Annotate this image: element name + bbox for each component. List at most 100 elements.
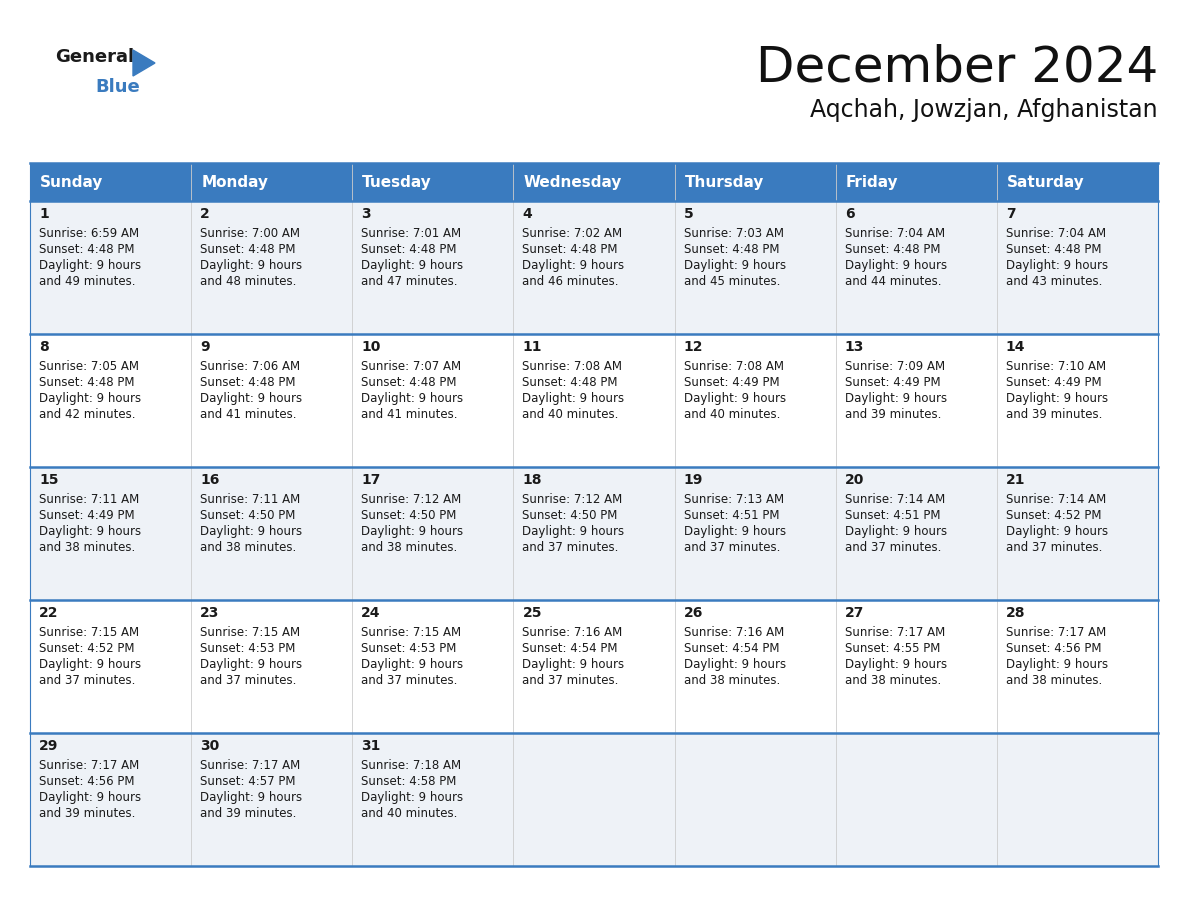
Text: and 37 minutes.: and 37 minutes. bbox=[39, 674, 135, 687]
Bar bbox=[353, 733, 513, 866]
Text: Sunset: 4:53 PM: Sunset: 4:53 PM bbox=[200, 642, 296, 655]
Text: General: General bbox=[55, 48, 134, 66]
Text: 26: 26 bbox=[683, 606, 703, 620]
Text: 28: 28 bbox=[1006, 606, 1025, 620]
Text: Sunset: 4:55 PM: Sunset: 4:55 PM bbox=[845, 642, 940, 655]
Bar bbox=[675, 201, 835, 334]
Text: Sunset: 4:48 PM: Sunset: 4:48 PM bbox=[523, 243, 618, 256]
Bar bbox=[353, 201, 513, 334]
Text: Sunrise: 7:16 AM: Sunrise: 7:16 AM bbox=[683, 626, 784, 639]
Bar bbox=[191, 163, 353, 201]
Text: and 37 minutes.: and 37 minutes. bbox=[683, 541, 781, 554]
Text: 2: 2 bbox=[200, 207, 210, 221]
Text: 20: 20 bbox=[845, 473, 864, 487]
Text: Sunrise: 7:00 AM: Sunrise: 7:00 AM bbox=[200, 227, 301, 240]
Text: and 37 minutes.: and 37 minutes. bbox=[523, 541, 619, 554]
Bar bbox=[997, 600, 1158, 733]
Text: Sunset: 4:49 PM: Sunset: 4:49 PM bbox=[1006, 376, 1101, 389]
Text: 8: 8 bbox=[39, 340, 49, 354]
Text: Sunrise: 7:09 AM: Sunrise: 7:09 AM bbox=[845, 360, 944, 373]
Text: and 49 minutes.: and 49 minutes. bbox=[39, 275, 135, 288]
Text: 10: 10 bbox=[361, 340, 380, 354]
Text: Daylight: 9 hours: Daylight: 9 hours bbox=[200, 525, 302, 538]
Text: Daylight: 9 hours: Daylight: 9 hours bbox=[361, 658, 463, 671]
Text: and 48 minutes.: and 48 minutes. bbox=[200, 275, 297, 288]
Text: 27: 27 bbox=[845, 606, 864, 620]
Text: Sunrise: 7:11 AM: Sunrise: 7:11 AM bbox=[39, 493, 139, 506]
Text: and 37 minutes.: and 37 minutes. bbox=[845, 541, 941, 554]
Bar bbox=[353, 163, 513, 201]
Text: 14: 14 bbox=[1006, 340, 1025, 354]
Bar bbox=[675, 163, 835, 201]
Text: 21: 21 bbox=[1006, 473, 1025, 487]
Text: and 39 minutes.: and 39 minutes. bbox=[845, 408, 941, 421]
Text: 19: 19 bbox=[683, 473, 703, 487]
Text: Daylight: 9 hours: Daylight: 9 hours bbox=[200, 658, 302, 671]
Text: Sunrise: 7:07 AM: Sunrise: 7:07 AM bbox=[361, 360, 461, 373]
Text: Daylight: 9 hours: Daylight: 9 hours bbox=[523, 259, 625, 272]
Text: Sunrise: 7:11 AM: Sunrise: 7:11 AM bbox=[200, 493, 301, 506]
Bar bbox=[353, 600, 513, 733]
Bar bbox=[353, 334, 513, 467]
Text: December 2024: December 2024 bbox=[756, 43, 1158, 91]
Bar bbox=[513, 334, 675, 467]
Text: and 47 minutes.: and 47 minutes. bbox=[361, 275, 457, 288]
Text: Sunset: 4:54 PM: Sunset: 4:54 PM bbox=[683, 642, 779, 655]
Text: Sunset: 4:56 PM: Sunset: 4:56 PM bbox=[1006, 642, 1101, 655]
Text: Daylight: 9 hours: Daylight: 9 hours bbox=[1006, 658, 1108, 671]
Bar bbox=[191, 334, 353, 467]
Text: Daylight: 9 hours: Daylight: 9 hours bbox=[39, 525, 141, 538]
Bar bbox=[353, 467, 513, 600]
Bar bbox=[835, 201, 997, 334]
Text: Sunrise: 7:17 AM: Sunrise: 7:17 AM bbox=[845, 626, 944, 639]
Text: Sunrise: 7:15 AM: Sunrise: 7:15 AM bbox=[361, 626, 461, 639]
Text: Sunset: 4:49 PM: Sunset: 4:49 PM bbox=[845, 376, 941, 389]
Bar bbox=[191, 201, 353, 334]
Bar bbox=[835, 467, 997, 600]
Text: and 39 minutes.: and 39 minutes. bbox=[200, 807, 297, 820]
Bar bbox=[675, 733, 835, 866]
Text: and 39 minutes.: and 39 minutes. bbox=[39, 807, 135, 820]
Text: Sunrise: 7:05 AM: Sunrise: 7:05 AM bbox=[39, 360, 139, 373]
Bar bbox=[513, 163, 675, 201]
Text: 12: 12 bbox=[683, 340, 703, 354]
Text: Sunset: 4:49 PM: Sunset: 4:49 PM bbox=[39, 509, 134, 522]
Bar bbox=[513, 600, 675, 733]
Polygon shape bbox=[133, 50, 154, 76]
Text: Daylight: 9 hours: Daylight: 9 hours bbox=[39, 259, 141, 272]
Text: and 40 minutes.: and 40 minutes. bbox=[523, 408, 619, 421]
Text: Sunset: 4:48 PM: Sunset: 4:48 PM bbox=[39, 243, 134, 256]
Text: Sunday: Sunday bbox=[40, 174, 103, 189]
Bar bbox=[675, 600, 835, 733]
Text: Daylight: 9 hours: Daylight: 9 hours bbox=[39, 658, 141, 671]
Text: Sunrise: 7:12 AM: Sunrise: 7:12 AM bbox=[361, 493, 461, 506]
Text: 3: 3 bbox=[361, 207, 371, 221]
Text: 24: 24 bbox=[361, 606, 381, 620]
Text: Sunrise: 7:04 AM: Sunrise: 7:04 AM bbox=[845, 227, 944, 240]
Text: 11: 11 bbox=[523, 340, 542, 354]
Text: Sunset: 4:48 PM: Sunset: 4:48 PM bbox=[361, 376, 456, 389]
Bar bbox=[30, 467, 191, 600]
Text: Sunrise: 7:12 AM: Sunrise: 7:12 AM bbox=[523, 493, 623, 506]
Text: 17: 17 bbox=[361, 473, 380, 487]
Text: Sunrise: 7:15 AM: Sunrise: 7:15 AM bbox=[200, 626, 301, 639]
Text: Daylight: 9 hours: Daylight: 9 hours bbox=[361, 392, 463, 405]
Text: Sunrise: 7:08 AM: Sunrise: 7:08 AM bbox=[683, 360, 784, 373]
Text: 6: 6 bbox=[845, 207, 854, 221]
Text: 29: 29 bbox=[39, 739, 58, 753]
Bar bbox=[191, 733, 353, 866]
Text: Daylight: 9 hours: Daylight: 9 hours bbox=[200, 259, 302, 272]
Bar bbox=[835, 733, 997, 866]
Text: Sunrise: 7:17 AM: Sunrise: 7:17 AM bbox=[39, 759, 139, 772]
Bar bbox=[675, 334, 835, 467]
Text: Sunrise: 7:03 AM: Sunrise: 7:03 AM bbox=[683, 227, 784, 240]
Text: Sunrise: 7:16 AM: Sunrise: 7:16 AM bbox=[523, 626, 623, 639]
Text: 30: 30 bbox=[200, 739, 220, 753]
Text: Sunrise: 7:13 AM: Sunrise: 7:13 AM bbox=[683, 493, 784, 506]
Text: Aqchah, Jowzjan, Afghanistan: Aqchah, Jowzjan, Afghanistan bbox=[810, 98, 1158, 122]
Text: Daylight: 9 hours: Daylight: 9 hours bbox=[361, 791, 463, 804]
Text: Sunset: 4:48 PM: Sunset: 4:48 PM bbox=[1006, 243, 1101, 256]
Text: Daylight: 9 hours: Daylight: 9 hours bbox=[361, 259, 463, 272]
Text: Sunset: 4:48 PM: Sunset: 4:48 PM bbox=[200, 376, 296, 389]
Text: and 39 minutes.: and 39 minutes. bbox=[1006, 408, 1102, 421]
